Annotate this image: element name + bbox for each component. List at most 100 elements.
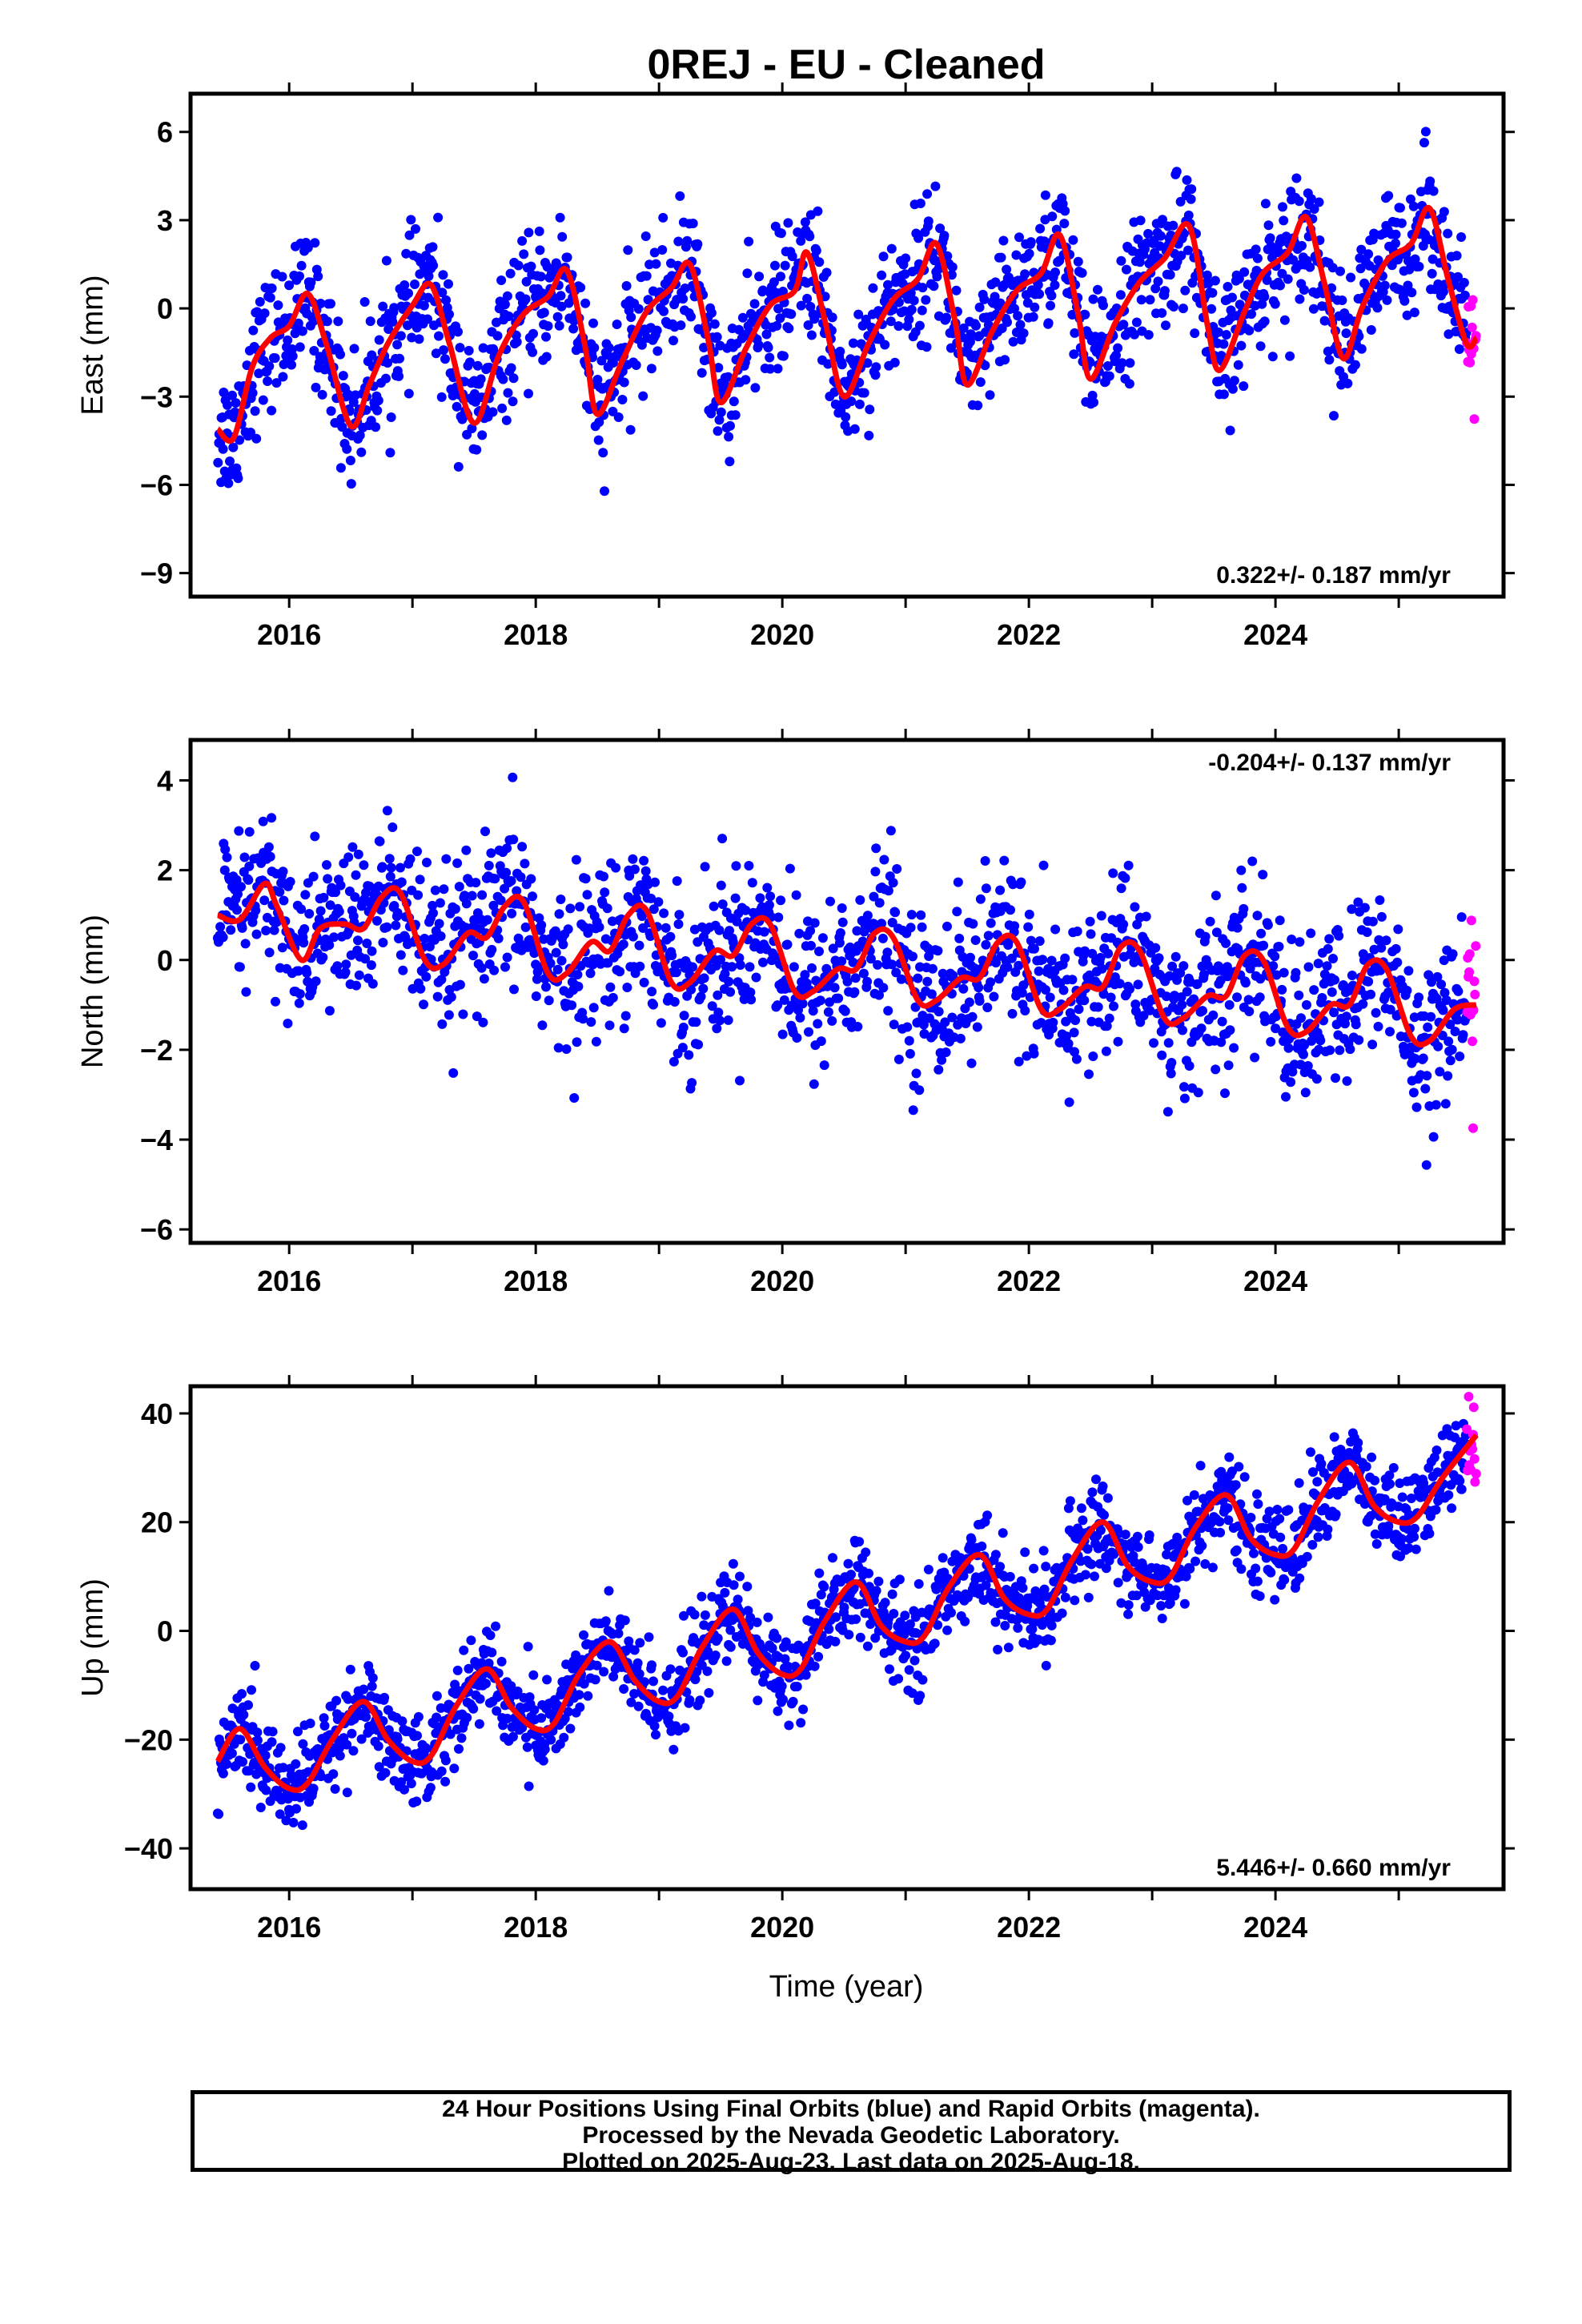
final-orbit-point xyxy=(1428,1132,1439,1142)
final-orbit-point xyxy=(1355,263,1366,274)
final-orbit-point xyxy=(503,388,513,398)
final-orbit-point xyxy=(255,1803,266,1812)
final-orbit-point xyxy=(839,1602,849,1613)
final-orbit-point xyxy=(596,356,607,366)
final-orbit-point xyxy=(1420,127,1431,137)
final-orbit-point xyxy=(880,340,890,350)
final-orbit-point xyxy=(1440,1099,1451,1109)
final-orbit-point xyxy=(247,388,258,398)
final-orbit-point xyxy=(1309,985,1319,995)
final-orbit-point xyxy=(1186,184,1197,195)
final-orbit-point xyxy=(1050,267,1060,277)
final-orbit-point xyxy=(619,1023,629,1034)
y-tick-label: 0 xyxy=(157,292,173,325)
final-orbit-point xyxy=(356,447,367,457)
final-orbit-point xyxy=(742,1582,753,1592)
final-orbit-point xyxy=(226,925,236,935)
final-orbit-point xyxy=(901,1651,911,1661)
final-orbit-point xyxy=(1291,173,1302,183)
final-orbit-point xyxy=(932,271,942,282)
final-orbit-point xyxy=(1102,1493,1113,1503)
final-orbit-point xyxy=(474,1719,484,1729)
final-orbit-point xyxy=(267,1737,277,1747)
final-orbit-point xyxy=(892,864,902,874)
final-orbit-point xyxy=(308,1783,319,1794)
final-orbit-point xyxy=(897,279,908,288)
final-orbit-point xyxy=(1443,1071,1453,1081)
final-orbit-point xyxy=(1029,1563,1039,1574)
final-orbit-point xyxy=(691,1017,701,1027)
final-orbit-point xyxy=(505,268,516,279)
final-orbit-point xyxy=(1166,1068,1176,1079)
final-orbit-point xyxy=(554,320,564,331)
final-orbit-point xyxy=(1225,1025,1235,1035)
final-orbit-point xyxy=(487,944,497,955)
final-orbit-point xyxy=(385,448,396,458)
final-orbit-point xyxy=(868,283,878,293)
final-orbit-point xyxy=(1277,984,1287,995)
final-orbit-point xyxy=(777,1681,787,1691)
final-orbit-point xyxy=(287,351,298,361)
final-orbit-point xyxy=(1274,942,1284,951)
final-orbit-point xyxy=(287,360,296,370)
final-orbit-point xyxy=(904,1035,914,1046)
final-orbit-point xyxy=(917,305,927,316)
rapid-orbit-point xyxy=(1466,915,1476,926)
final-orbit-point xyxy=(1313,1532,1323,1542)
final-orbit-point xyxy=(1169,302,1178,312)
final-orbit-point xyxy=(758,285,768,296)
final-orbit-point xyxy=(982,1003,993,1012)
final-orbit-point xyxy=(874,898,885,908)
final-orbit-point xyxy=(1069,349,1079,360)
final-orbit-point xyxy=(1294,1478,1304,1488)
final-orbit-point xyxy=(758,957,768,967)
final-orbit-point xyxy=(1072,927,1082,936)
final-orbit-point xyxy=(517,235,528,246)
final-orbit-point xyxy=(1060,206,1070,216)
final-orbit-point xyxy=(381,373,391,384)
final-orbit-point xyxy=(283,1019,293,1028)
north-y-axis-label: North (mm) xyxy=(76,915,110,1068)
final-orbit-point xyxy=(508,373,519,384)
final-orbit-point xyxy=(652,325,662,336)
final-orbit-point xyxy=(917,283,928,293)
final-orbit-point xyxy=(378,938,388,947)
final-orbit-point xyxy=(772,320,782,331)
final-orbit-point xyxy=(1077,267,1087,278)
final-orbit-point xyxy=(599,871,608,882)
final-orbit-point xyxy=(573,981,584,991)
final-orbit-point xyxy=(904,315,914,324)
final-orbit-point xyxy=(559,1732,569,1743)
final-orbit-point xyxy=(981,883,991,894)
final-orbit-point xyxy=(482,915,492,925)
final-orbit-point xyxy=(279,895,289,906)
final-orbit-point xyxy=(436,1766,447,1776)
final-orbit-point xyxy=(1422,1071,1432,1081)
final-orbit-point xyxy=(755,893,765,903)
final-orbit-point xyxy=(1007,1008,1018,1019)
final-orbit-point xyxy=(538,1755,548,1766)
final-orbit-point xyxy=(1123,1600,1134,1610)
final-orbit-point xyxy=(359,860,369,870)
final-orbit-point xyxy=(1111,350,1121,360)
final-orbit-point xyxy=(1427,268,1437,279)
final-orbit-point xyxy=(1221,938,1231,948)
final-orbit-point xyxy=(725,1642,736,1652)
final-orbit-point xyxy=(1402,985,1412,995)
final-orbit-point xyxy=(322,316,332,327)
final-orbit-point xyxy=(250,406,260,416)
final-orbit-point xyxy=(982,1510,993,1521)
final-orbit-point xyxy=(749,299,760,309)
final-orbit-point xyxy=(1029,1048,1039,1059)
final-orbit-point xyxy=(763,343,773,352)
final-orbit-point xyxy=(1250,1052,1260,1063)
final-orbit-point xyxy=(365,316,375,327)
final-orbit-point xyxy=(1157,1050,1167,1060)
final-orbit-point xyxy=(373,396,383,406)
final-orbit-point xyxy=(780,260,790,271)
final-orbit-point xyxy=(338,371,348,381)
final-orbit-point xyxy=(680,283,690,293)
final-orbit-point xyxy=(328,1769,339,1779)
final-orbit-point xyxy=(1252,1489,1262,1499)
